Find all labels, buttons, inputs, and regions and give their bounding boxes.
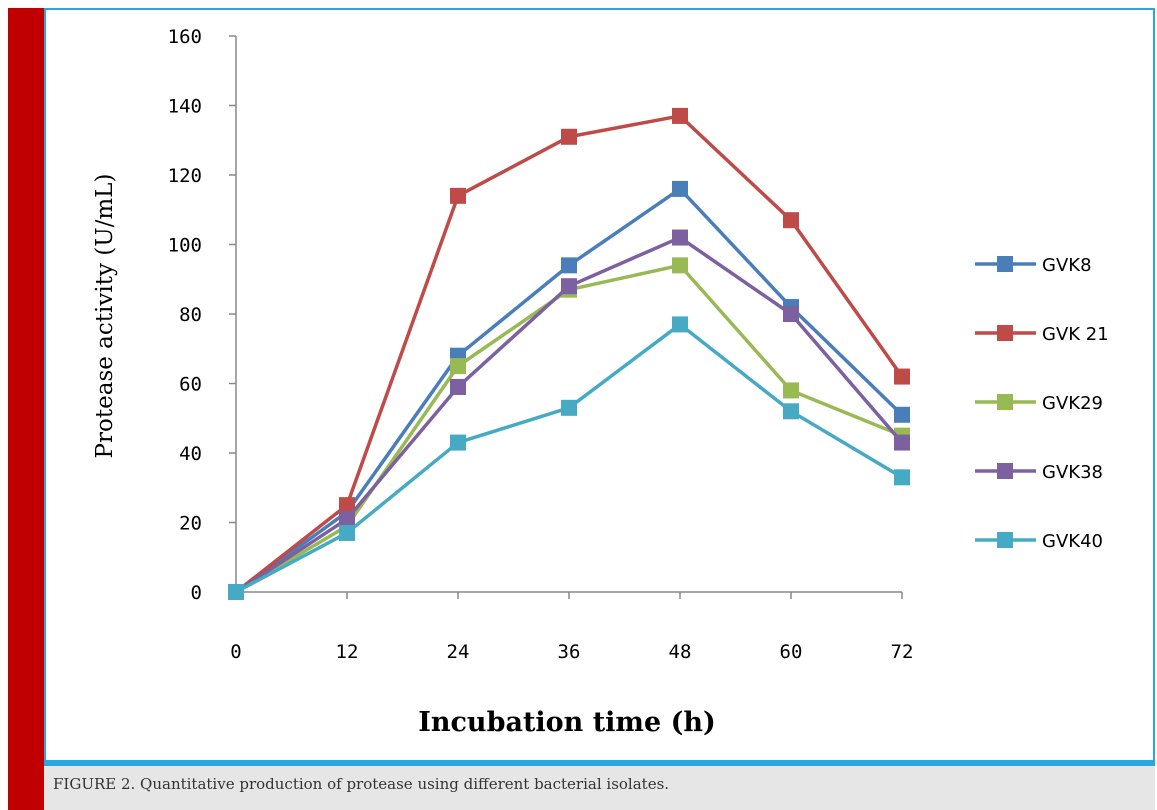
data-point <box>339 524 355 541</box>
legend-item: GVK 21 <box>975 324 1109 345</box>
legend-label: GVK 21 <box>1042 324 1109 345</box>
caption-divider <box>44 760 1155 766</box>
y-tick-label: 0 <box>191 582 202 604</box>
legend-label: GVK8 <box>1042 255 1092 276</box>
y-tick-label: 20 <box>179 513 202 535</box>
data-point <box>894 368 910 385</box>
chart-series <box>228 107 910 600</box>
data-point <box>561 399 577 416</box>
x-tick-label: 60 <box>780 641 803 663</box>
data-point <box>783 382 799 399</box>
legend-item: GVK29 <box>975 393 1103 414</box>
series-line <box>235 263 903 594</box>
x-tick-label: 48 <box>669 641 692 663</box>
data-point <box>672 180 688 197</box>
y-tick-label: 40 <box>179 443 202 465</box>
legend-marker <box>997 256 1013 272</box>
legend-label: GVK29 <box>1042 393 1103 414</box>
series-line <box>235 322 903 594</box>
data-point <box>450 378 466 395</box>
x-tick-label: 12 <box>336 641 359 663</box>
legend-marker <box>997 325 1013 341</box>
left-accent-bar <box>8 8 44 810</box>
y-tick-label: 100 <box>168 235 202 257</box>
x-tick-label: 24 <box>447 641 470 663</box>
data-point <box>450 434 466 451</box>
data-point <box>672 316 688 333</box>
y-tick-label: 120 <box>168 165 202 187</box>
data-point <box>228 584 244 600</box>
y-tick-label: 160 <box>168 26 202 48</box>
data-point <box>561 128 577 145</box>
data-point <box>450 187 466 204</box>
legend-label: GVK38 <box>1042 462 1103 483</box>
x-tick-label: 0 <box>230 641 241 663</box>
chart-axes <box>229 35 903 599</box>
x-axis-label: Incubation time (h) <box>418 707 716 738</box>
legend-item: GVK38 <box>975 462 1103 483</box>
figure-caption: FIGURE 2. Quantitative production of pro… <box>44 766 1155 810</box>
data-point <box>450 358 466 375</box>
legend-marker <box>997 463 1013 479</box>
data-point <box>339 511 355 528</box>
y-tick-label: 60 <box>179 374 202 396</box>
data-point <box>672 257 688 274</box>
data-point <box>783 306 799 322</box>
legend-item: GVK40 <box>975 531 1103 552</box>
data-point <box>894 406 910 423</box>
series-gvk40 <box>228 316 910 600</box>
chart-tick-labels: 0 20 40 60 80 100 120 140 160 0 12 24 36 48 60 72 <box>168 26 914 663</box>
data-point <box>672 229 688 246</box>
data-point <box>894 434 910 451</box>
legend-item: GVK8 <box>975 255 1092 276</box>
data-point <box>894 469 910 486</box>
series-gvk29 <box>228 257 910 600</box>
x-tick-label: 36 <box>558 641 581 663</box>
data-point <box>672 107 688 124</box>
chart-legend: GVK8 GVK 21 GVK29 GVK38 GVK40 <box>975 255 1109 552</box>
x-tick-label: 72 <box>891 641 914 663</box>
y-axis-label: Protease activity (U/mL) <box>92 174 118 459</box>
data-point <box>561 257 577 274</box>
data-point <box>783 403 799 420</box>
legend-label: GVK40 <box>1042 531 1103 552</box>
data-point <box>561 278 577 295</box>
legend-marker <box>997 532 1013 548</box>
data-point <box>339 497 355 514</box>
y-tick-label: 140 <box>168 96 202 118</box>
legend-marker <box>997 394 1013 410</box>
y-tick-label: 80 <box>179 304 202 326</box>
data-point <box>783 212 799 229</box>
